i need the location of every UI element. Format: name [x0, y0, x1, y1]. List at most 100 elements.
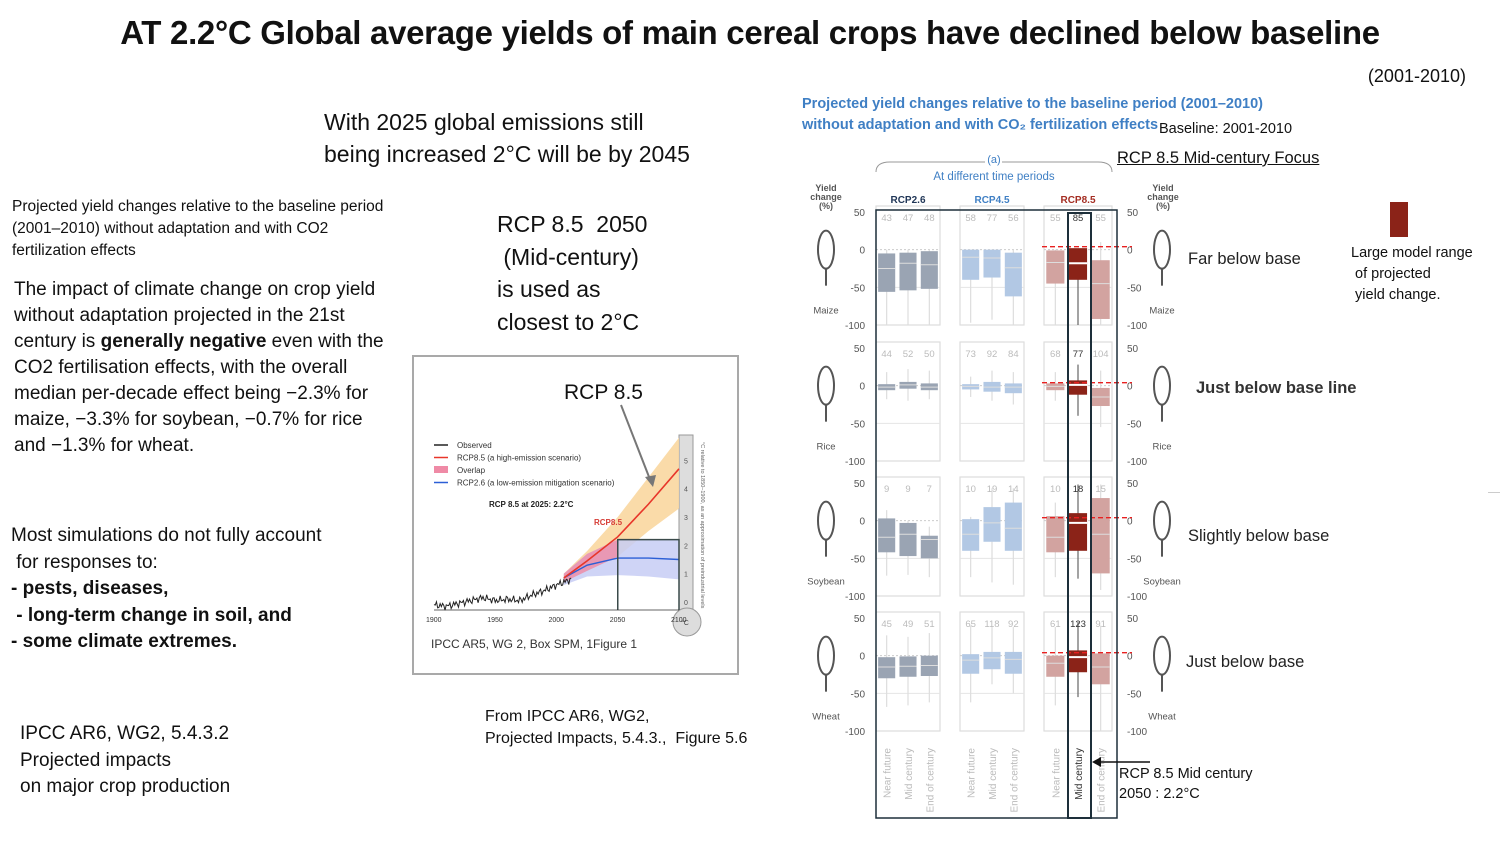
limitation-item: - long-term change in soil, and [11, 604, 292, 626]
impact-text: The impact of climate change on crop yie… [14, 277, 389, 459]
sample-count: 52 [903, 349, 914, 360]
y-axis-title-right: Yield [1152, 183, 1173, 193]
annotation-rice: Just below base line [1196, 379, 1357, 397]
y-tick-label: -50 [1127, 283, 1142, 294]
sample-count: 123 [1070, 619, 1086, 630]
legend-label: RCP2.6 (a low-emission mitigation scenar… [457, 479, 615, 488]
y-tick-label: 50 [854, 614, 866, 625]
box-rcp26-end-of-century [920, 251, 938, 289]
annotation-maize: Far below base [1188, 250, 1301, 268]
y-tick-label: 1 [684, 572, 688, 579]
sample-count: 19 [987, 484, 998, 495]
box-rcp26-near-future [878, 253, 896, 292]
x-tick-label: 2050 [610, 617, 626, 624]
crop-label: Soybean [807, 577, 845, 588]
panel-frame [1043, 611, 1113, 732]
y-axis-label: °C relative to 1850–1900, as an approxim… [699, 442, 705, 609]
box-rcp85-near-future [1046, 250, 1065, 284]
sample-count: 43 [881, 213, 892, 224]
sample-count: 92 [1008, 619, 1019, 630]
crop-label: Rice [1152, 442, 1171, 453]
period-label: End of century [1097, 748, 1108, 812]
y-tick-label: 50 [854, 344, 866, 355]
y-axis-title-left: (%) [819, 201, 833, 211]
legend-text-line: yield change. [1351, 287, 1441, 303]
box-rcp45-mid-century [983, 249, 1001, 278]
period-label: Near future [883, 748, 894, 798]
y-tick-label: 0 [1127, 382, 1133, 393]
y-tick-label: 50 [854, 208, 866, 219]
box-rcp45-near-future [962, 654, 980, 674]
y-axis-title-right: (%) [1156, 201, 1170, 211]
box-rcp45-near-future [962, 249, 980, 280]
panel-frame [959, 205, 1025, 326]
reference-line: From IPCC AR6, WG2, [485, 708, 650, 725]
y-tick-label: 0 [859, 246, 865, 257]
baseline-label: Baseline: 2001-2010 [1159, 121, 1293, 137]
scenario-label: RCP8.5 [1060, 195, 1095, 206]
box-rcp45-end-of-century [1004, 651, 1022, 674]
sample-count: 65 [965, 619, 976, 630]
y-tick-label: 50 [854, 479, 866, 490]
sample-count: 118 [984, 619, 999, 630]
y-tick-label: 5 [684, 458, 688, 465]
box-rcp85-end-of-century [1091, 498, 1110, 574]
period-label: Mid century [988, 748, 999, 800]
annotation-soybean: Slightly below base [1188, 527, 1330, 545]
box-rcp45-end-of-century [1004, 383, 1022, 394]
y-tick-label: -50 [851, 419, 866, 430]
box-rcp45-mid-century [983, 507, 1001, 542]
mid-century-arrowhead [1092, 757, 1101, 767]
y-tick-label: -50 [1127, 689, 1142, 700]
panel-frame [959, 341, 1025, 462]
sample-count: 10 [965, 484, 976, 495]
sample-count: 77 [987, 213, 998, 224]
sample-count: 68 [1050, 349, 1061, 360]
period-label: Near future [967, 748, 978, 798]
panel-frame [959, 611, 1025, 732]
crop-icon-soybean [1153, 500, 1171, 541]
panel-frame [1043, 341, 1113, 462]
y-tick-label: 50 [1127, 614, 1139, 625]
sample-count: 92 [987, 349, 998, 360]
sample-count: 91 [1095, 619, 1106, 630]
sample-count: 55 [1095, 213, 1106, 224]
annotation-wheat: Just below base [1186, 653, 1305, 671]
y-tick-label: 0 [859, 382, 865, 393]
limitations-block: Most simulations do not fully account fo… [11, 523, 391, 656]
box-chart-title-line: without adaptation and with CO₂ fertiliz… [802, 117, 1159, 133]
y-tick-label: 0 [859, 517, 865, 528]
sample-count: 73 [965, 349, 976, 360]
y-tick-label: -100 [1127, 457, 1147, 468]
legend-label: RCP8.5 (a high-emission scenario) [457, 454, 581, 463]
divider [1488, 492, 1500, 493]
crop-label: Wheat [1148, 712, 1176, 723]
crop-label: Maize [1149, 306, 1174, 317]
box-rcp85-mid-century [1068, 650, 1088, 673]
header-label: (a) [987, 154, 1000, 166]
y-axis-title-right: change [1147, 192, 1179, 202]
y-tick-label: -100 [845, 321, 865, 332]
legend-text: Large model range of projected yield cha… [1351, 243, 1473, 306]
y-tick-label: 0 [684, 600, 688, 607]
box-chart-title-line: Projected yield changes relative to the … [802, 96, 1263, 112]
y-tick-label: 0 [1127, 517, 1133, 528]
focus-frame-outer [875, 209, 1118, 819]
rcp-note-line: is used as [497, 276, 601, 302]
rcp-note: RCP 8.5 2050 (Mid-century) is used as cl… [497, 208, 647, 338]
sample-count: 58 [965, 213, 976, 224]
x-tick-label: 2000 [549, 617, 565, 624]
limitation-item: - some climate extremes. [11, 631, 238, 652]
limitation-item: - pests, diseases, [11, 578, 169, 599]
y-tick-label: -50 [851, 689, 866, 700]
crop-icon-wheat [1153, 635, 1171, 676]
y-tick-label: -100 [1127, 321, 1147, 332]
legend-label: Overlap [457, 466, 486, 475]
emissions-note-line: being increased 2°C will be by 2045 [324, 141, 690, 167]
ar5-title: RCP 8.5 [564, 381, 643, 404]
ar5-source: IPCC AR5, WG 2, Box SPM, 1Figure 1 [431, 637, 637, 651]
sample-count: 55 [1050, 213, 1061, 224]
panel-frame [1043, 476, 1113, 597]
page-title: AT 2.2°C Global average yields of main c… [120, 14, 1380, 51]
